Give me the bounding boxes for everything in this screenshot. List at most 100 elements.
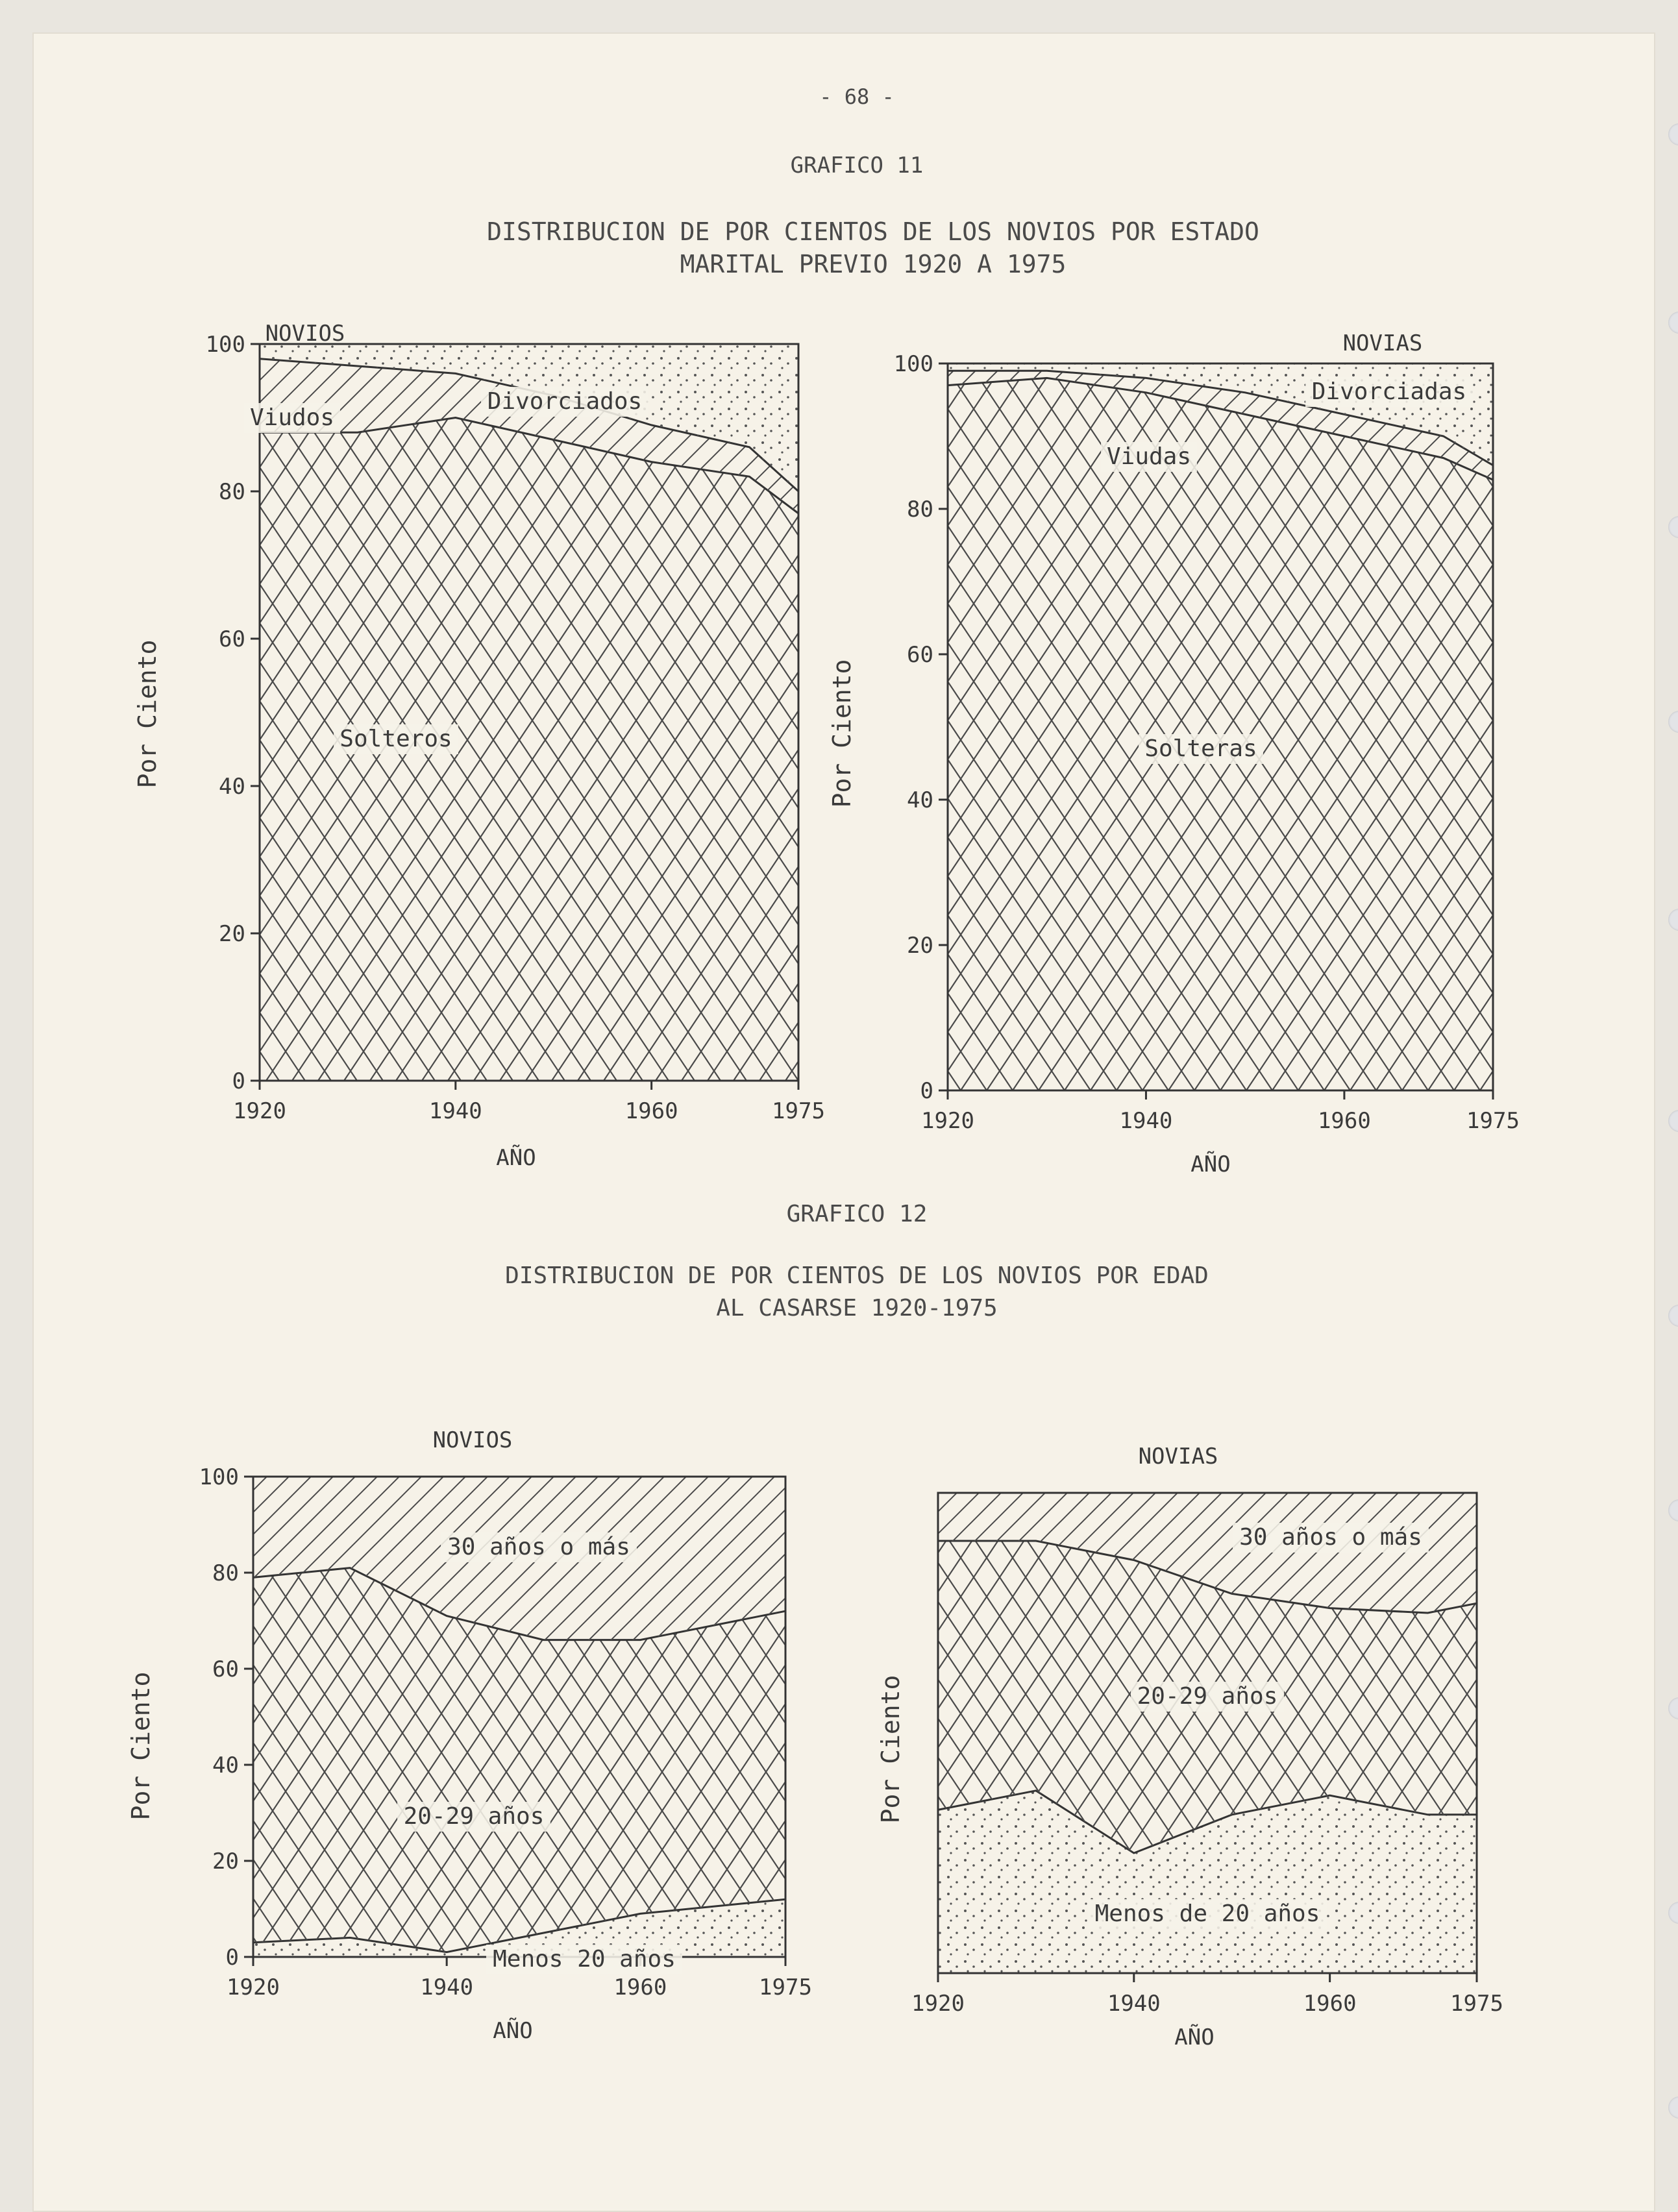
series-label: Viudos [250, 404, 334, 431]
series-label: Solteras [1144, 735, 1257, 762]
y-tick-label: 20 [907, 933, 933, 959]
series-label: Viudas [1107, 443, 1191, 470]
fig12-title-line1: DISTRIBUCION DE POR CIENTOS DE LOS NOVIO… [505, 1262, 1209, 1289]
series-label: Menos 20 años [493, 1946, 676, 1972]
series-label: 30 años o más [1239, 1524, 1422, 1551]
chart-novios_estado: 0 20 40 60 80 100 1920 1940 1960 1975 AÑO Por Cient… [133, 321, 825, 1171]
area-novios_edad-0 [253, 1899, 785, 1957]
fig11-label: GRAFICO 11 [790, 153, 924, 178]
plot-frame-novias_estado [946, 362, 1494, 1092]
binder-hole [1668, 711, 1678, 733]
y-tick-label: 0 [232, 1068, 245, 1094]
area-novias_edad-0 [938, 1790, 1477, 1973]
series-label-bg [334, 724, 458, 754]
area-novios_edad-1 [253, 1567, 785, 1952]
y-tick-label: 100 [206, 332, 245, 358]
binder-hole [1668, 2096, 1678, 2119]
chart-title: NOVIAS [1139, 1444, 1218, 1469]
y-tick-label: 0 [226, 1945, 239, 1971]
y-tick-label: 60 [219, 626, 245, 652]
y-tick-label: 80 [907, 497, 933, 522]
x-tick-label: 1975 [1450, 1991, 1503, 2017]
series-label: Menos de 20 años [1095, 1900, 1320, 1927]
binder-hole [1668, 909, 1678, 931]
binder-hole [1668, 312, 1678, 334]
binder-hole [1668, 1305, 1678, 1327]
y-tick-label: 80 [212, 1560, 239, 1586]
binder-hole [1668, 516, 1678, 538]
plot-frame-novias_edad [937, 1492, 1478, 1974]
y-axis-label: Por Ciento [876, 1675, 905, 1824]
series-label-bg [397, 1802, 550, 1832]
y-tick-label: 40 [907, 787, 933, 813]
binder-hole [1668, 1697, 1678, 1719]
series-label-bg [1088, 1899, 1327, 1929]
series-label: Divorciadas [1312, 378, 1466, 405]
series-label-bg [481, 387, 648, 417]
chart-title: NOVIOS [433, 1427, 513, 1453]
chart-novias_edad: 1920 1940 1960 1975 AÑO Por Ciento NOVIAS Menos… [876, 1444, 1503, 2050]
chart-title: NOVIAS [1343, 330, 1423, 356]
series-label-bg [1101, 442, 1197, 472]
fig11-title-line2: MARITAL PREVIO 1920 A 1975 [680, 250, 1067, 278]
x-tick-label: 1940 [420, 1974, 473, 2000]
y-axis-label: Por Ciento [828, 659, 856, 808]
area-novios_estado-1 [260, 358, 798, 513]
area-novios_estado-0 [260, 417, 798, 1081]
series-label-bg [441, 1532, 637, 1562]
x-axis-label: AÑO [496, 1145, 536, 1171]
series-label: 30 años o más [447, 1534, 630, 1560]
x-tick-label: 1920 [233, 1098, 286, 1124]
chart-novias_estado: 0 20 40 60 80 100 1920 1940 1960 1975 AÑO Por Cient… [828, 330, 1520, 1177]
x-tick-label: 1960 [1303, 1991, 1357, 2017]
x-tick-label: 1920 [921, 1108, 974, 1134]
x-tick-label: 1975 [772, 1098, 825, 1124]
y-tick-label: 0 [920, 1078, 933, 1104]
x-axis-label: AÑO [493, 2018, 532, 2044]
series-label: Solteros [339, 726, 452, 752]
x-tick-label: 1920 [227, 1974, 280, 2000]
x-tick-label: 1960 [1318, 1108, 1371, 1134]
series-label-bg [244, 403, 340, 433]
x-axis-label: AÑO [1191, 1151, 1230, 1177]
x-tick-label: 1975 [1466, 1108, 1520, 1134]
page-number: - 68 - [819, 84, 895, 109]
binder-hole [1668, 1110, 1678, 1132]
area-novios_estado-2 [260, 344, 798, 491]
series-label: Divorciados [487, 388, 642, 415]
y-tick-label: 40 [212, 1752, 239, 1778]
binder-hole [1668, 1902, 1678, 1924]
y-tick-label: 100 [199, 1464, 239, 1490]
binder-hole [1668, 123, 1678, 145]
series-label: 20-29 años [404, 1803, 545, 1830]
y-axis-label: Por Ciento [133, 640, 162, 789]
x-tick-label: 1960 [625, 1098, 678, 1124]
fig12-label: GRAFICO 12 [786, 1201, 928, 1227]
y-axis-label: Por Ciento [127, 1672, 155, 1821]
chart-title: NOVIOS [265, 321, 345, 347]
series-label-bg [486, 1945, 682, 1974]
y-tick-label: 20 [219, 921, 245, 947]
series-label: 20-29 años [1137, 1683, 1278, 1710]
plot-frame-novios_estado [258, 343, 800, 1082]
series-label-bg [1131, 1682, 1284, 1712]
fig12-title-line2: AL CASARSE 1920-1975 [716, 1295, 998, 1321]
series-label-bg [1139, 734, 1263, 764]
y-tick-label: 100 [894, 351, 933, 377]
x-tick-label: 1940 [429, 1098, 482, 1124]
x-tick-label: 1940 [1107, 1991, 1161, 2017]
y-tick-label: 60 [907, 642, 933, 668]
y-tick-label: 80 [219, 479, 245, 505]
x-tick-label: 1960 [613, 1974, 667, 2000]
x-tick-label: 1975 [759, 1974, 812, 2000]
series-label-bg [1305, 377, 1473, 407]
area-novias_estado-1 [948, 371, 1493, 480]
series-label-bg [1233, 1523, 1429, 1553]
x-tick-label: 1920 [911, 1991, 965, 2017]
chart-novios_edad: 0 20 40 60 80 100 1920 1940 1960 1975 AÑO Por Cient… [127, 1427, 812, 2044]
binder-hole [1668, 1499, 1678, 1521]
fig11-title-line1: DISTRIBUCION DE POR CIENTOS DE LOS NOVIO… [487, 217, 1259, 246]
x-axis-label: AÑO [1174, 2024, 1214, 2050]
y-tick-label: 60 [212, 1656, 239, 1682]
